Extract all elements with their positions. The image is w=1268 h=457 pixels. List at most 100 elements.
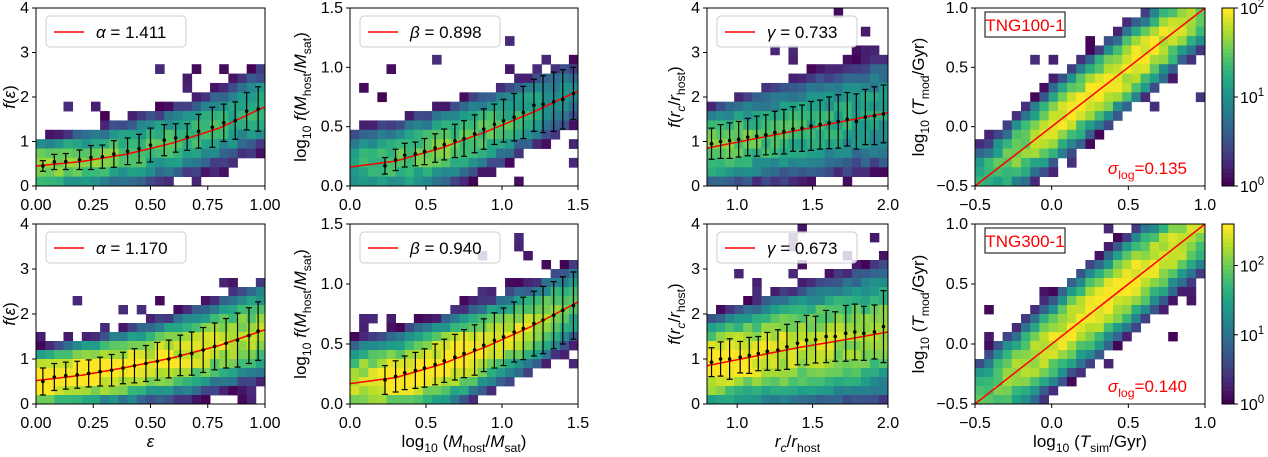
heatmap-cell [752,157,762,168]
heatmap-cell [1159,269,1169,279]
heatmap-cell [1131,287,1141,297]
heatmap-cell [386,64,396,74]
heatmap-cell [486,111,497,121]
heatmap-cell [541,54,552,65]
heatmap-cell [191,111,202,121]
x-tick-label: 1.5 [567,197,589,214]
label-part: host [462,441,486,452]
data-point [863,115,868,119]
colorbar-segment [1222,83,1234,89]
colorbar-segment [1222,172,1234,178]
heatmap-cell [210,82,220,93]
heatmap-cell [505,139,515,149]
heatmap-cell [707,341,717,351]
heatmap-cell [495,148,506,159]
heatmap-cell [1067,377,1077,387]
heatmap-cell [779,323,789,333]
heatmap-cell [788,269,798,279]
heatmap-cell [806,386,816,396]
colorbar-segment [1222,323,1234,328]
heatmap-cell [413,129,424,140]
heatmap-cell [350,341,360,351]
heatmap-cell [441,386,451,396]
heatmap-cell [550,332,561,342]
heatmap-cell [1113,314,1123,324]
heatmap-cell [716,386,726,396]
heatmap-cell [797,341,807,351]
heatmap-cell [1168,278,1178,288]
heatmap-cell [228,157,238,168]
label-part: ( [909,326,928,337]
colorbar-segment [1222,137,1234,142]
y-tick-label: 0.0 [321,178,343,195]
heatmap-cell [833,341,844,351]
data-point [756,351,761,356]
heatmap-cell [486,157,497,168]
error-bar-point [832,311,839,362]
heatmap-cell [878,64,889,74]
heatmap-cell [1094,120,1105,131]
label-part: f [291,331,310,338]
heatmap-cell [1103,73,1114,84]
heatmap-cell [1067,350,1077,360]
data-point [765,349,770,354]
heatmap-cell [441,167,451,178]
heatmap-cell [164,148,174,159]
heatmap-cell [173,314,183,324]
heatmap-cell [54,129,64,140]
axes-frame [974,7,1206,187]
heatmap-cell [1103,82,1114,93]
heatmap-cell [200,139,211,149]
x-tick-label: 1.5 [801,415,823,432]
heatmap-cell [1021,176,1031,187]
y-axis-label: log10 f(Mhost/Msat) [291,32,314,162]
heatmap-cell [1085,82,1095,93]
label-part: =0.135 [1135,159,1187,178]
error-bar-point [461,329,467,379]
x-tick-label: 1.0 [491,197,513,214]
heatmap-cell [386,332,396,342]
heatmap-cell [1057,92,1068,103]
heatmap-cell [90,148,101,159]
heatmap-cell [145,176,156,187]
heatmap-cell [255,332,266,342]
heatmap-cell [1094,332,1105,342]
heatmap-cell [36,341,46,351]
heatmap-cell [1039,120,1049,131]
heatmap-cell [1039,111,1049,121]
heatmap-cell [377,350,387,360]
heatmap-cell [1113,26,1123,37]
label-part: T [909,315,928,327]
heatmap-cell [568,139,579,149]
heatmap-cell [450,377,460,387]
error-bar-point [451,333,458,381]
label-part: 10 [1240,1,1258,18]
heatmap-cell [707,120,717,131]
data-point [776,348,780,352]
heatmap-cell [1177,260,1187,270]
heatmap-cell [127,176,138,187]
heatmap-cell [350,176,360,187]
heatmap-cell [725,332,735,342]
heatmap-cell [228,305,238,315]
heatmap-cell [63,350,74,360]
heatmap-cell [860,296,871,306]
heatmap-cell [1021,129,1031,140]
heatmap-cell [761,332,771,342]
heatmap-cell [541,139,552,149]
heatmap-cell [568,260,579,270]
heatmap-cell [514,92,524,103]
heatmap-cell [1149,260,1160,270]
colorbar-segment [1222,70,1234,76]
label-part: log [1033,432,1056,451]
heatmap-cell [182,323,193,333]
heatmap-cell [432,395,442,405]
legend-symbol: γ [767,23,777,42]
heatmap-cell [468,395,479,405]
heatmap-cell [878,278,889,288]
heatmap-cell [559,101,570,112]
heatmap-cell [1048,101,1059,112]
heatmap-cell [1122,278,1132,288]
y-tick-label: 0 [20,178,29,195]
heatmap-cell [359,323,369,333]
